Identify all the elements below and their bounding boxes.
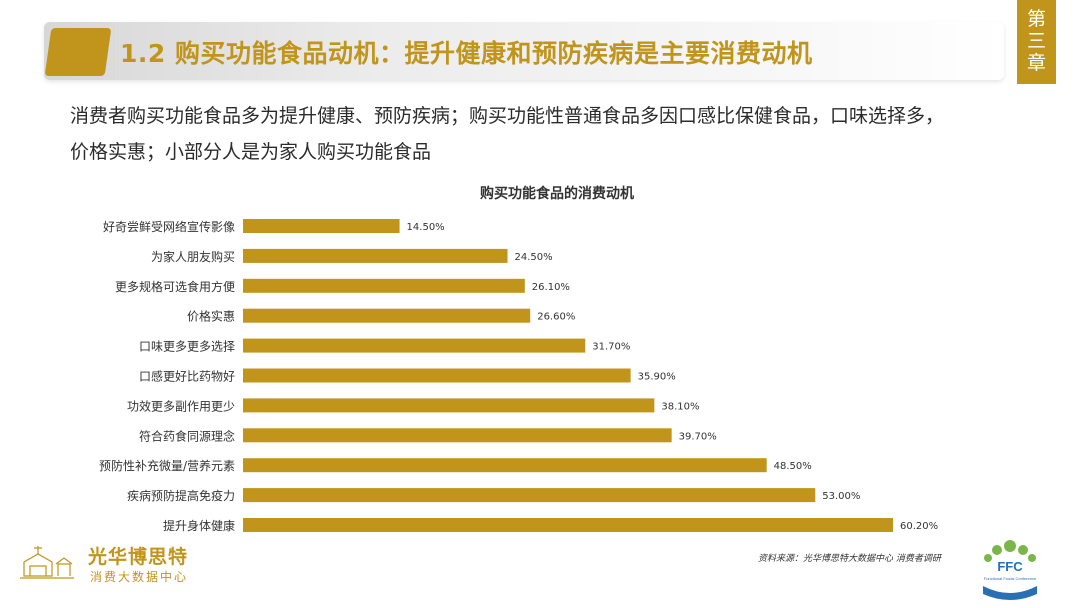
value-label: 14.50%	[407, 222, 445, 233]
category-label: 价格实惠	[187, 309, 235, 324]
subtitle-line-1: 消费者购买功能食品多为提升健康、预防疾病；购买功能性普通食品多因口感比保健食品，…	[70, 105, 945, 127]
value-label: 35.90%	[638, 372, 676, 383]
page-title: 1.2 购买功能食品动机：提升健康和预防疾病是主要消费动机	[120, 39, 813, 68]
bar	[243, 398, 655, 413]
chapter-char: 章	[1026, 52, 1046, 74]
bar	[243, 278, 525, 293]
subtitle-line-2: 价格实惠；小部分人是为家人购买功能食品	[70, 141, 432, 163]
bar	[243, 219, 400, 233]
value-label: 39.70%	[679, 431, 717, 442]
category-label: 疾病预防提高免疫力	[127, 488, 235, 503]
category-label: 提升身体健康	[163, 518, 235, 533]
category-label: 好奇尝鲜受网络宣传影像	[103, 219, 235, 234]
bar	[243, 368, 631, 383]
value-label: 48.50%	[774, 461, 812, 472]
value-label: 31.70%	[592, 342, 630, 353]
category-label: 符合药食同源理念	[139, 428, 235, 443]
ffc-logo-text: FFC	[997, 559, 1023, 574]
source-note: 资料来源：光华博思特大数据中心 消费者调研	[758, 554, 941, 564]
bar	[243, 428, 672, 443]
chapter-tab: 第 三 章	[1017, 0, 1056, 84]
category-label: 口感更好比药物好	[139, 369, 235, 384]
ffc-logo-subtitle: Functional Foods Conference	[984, 576, 1037, 581]
bar	[243, 338, 586, 353]
value-label: 24.50%	[515, 252, 553, 263]
category-label: 更多规格可选食用方便	[115, 279, 235, 294]
category-label: 口味更多更多选择	[139, 340, 235, 354]
value-label: 26.10%	[532, 282, 570, 293]
ffc-logo: FFC Functional Foods Conference	[983, 540, 1037, 600]
value-label: 26.60%	[537, 312, 575, 323]
bar	[243, 488, 816, 503]
company-logo-emblem	[20, 546, 74, 579]
chapter-char: 三	[1026, 30, 1046, 52]
page-subtitle: 消费者购买功能食品多为提升健康、预防疾病；购买功能性普通食品多因口感比保健食品，…	[70, 98, 1030, 170]
bar	[243, 518, 893, 532]
company-logo-name: 光华博思特	[88, 546, 189, 568]
category-label: 功效更多副作用更少	[127, 398, 235, 413]
category-label: 预防性补充微量/营养元素	[99, 458, 235, 473]
category-label: 为家人朋友购买	[151, 249, 235, 264]
bars-group: 好奇尝鲜受网络宣传影像 14.50% 为家人朋友购买 24.50% 更多规格可选食用方便…	[99, 219, 938, 533]
bar	[243, 248, 508, 263]
bar	[243, 458, 767, 473]
value-label: 53.00%	[822, 491, 860, 502]
value-label: 38.10%	[661, 401, 699, 412]
chart-title: 购买功能食品的消费动机	[480, 185, 634, 202]
bar	[243, 308, 531, 323]
chapter-char: 第	[1026, 8, 1046, 30]
value-label: 60.20%	[900, 521, 938, 532]
company-logo-subtitle: 消费大数据中心	[90, 570, 189, 584]
title-banner	[44, 22, 1004, 80]
